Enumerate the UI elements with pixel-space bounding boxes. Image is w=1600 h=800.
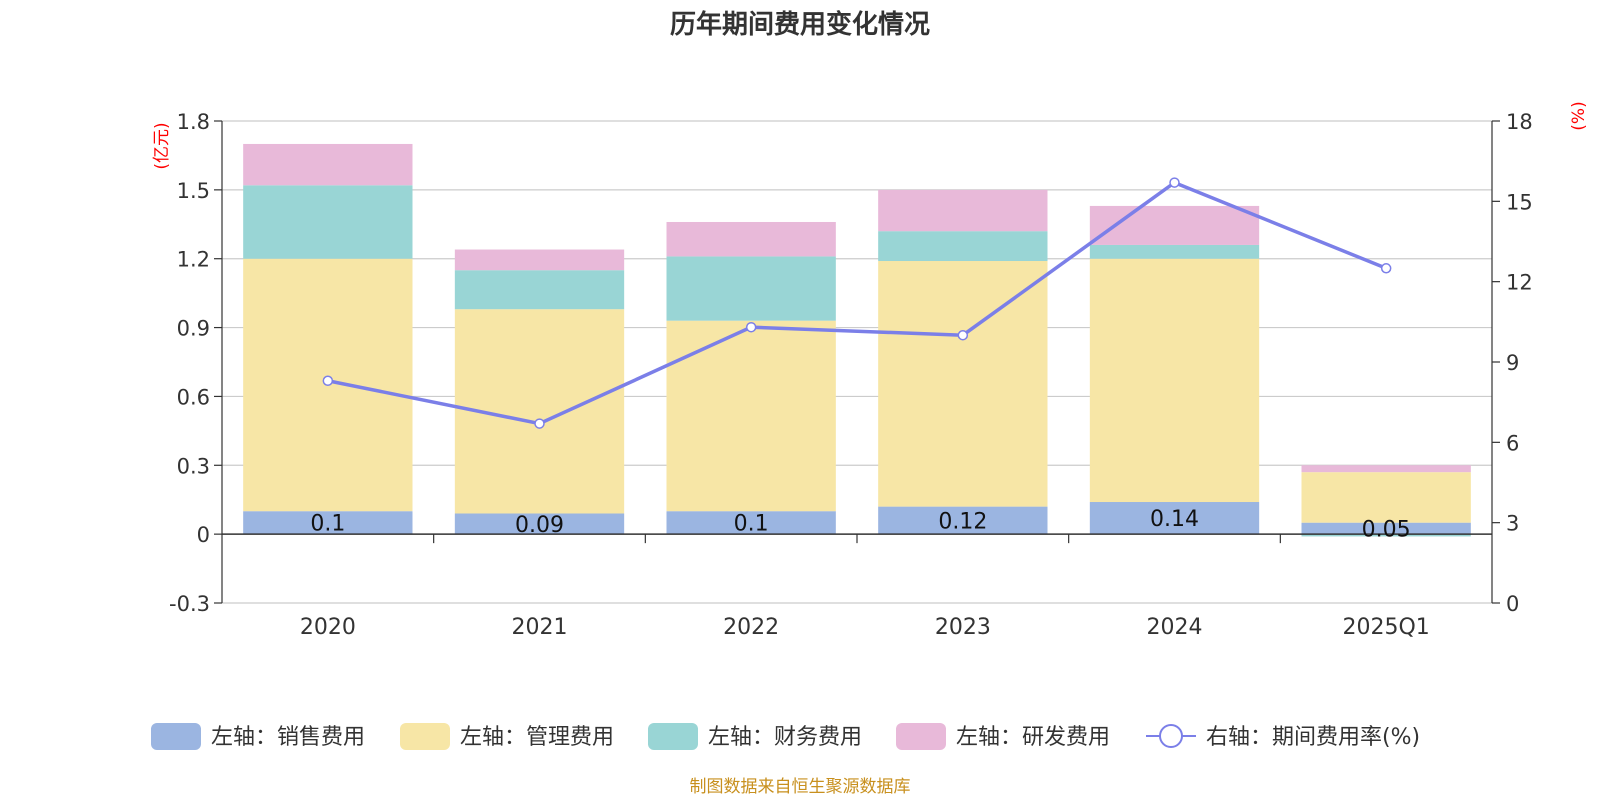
bar-segment <box>243 143 413 186</box>
bar-segment <box>878 506 1048 535</box>
left-axis-unit: (亿元) <box>152 122 172 169</box>
right-axis: 18 15 12 9 6 3 0 <box>1491 110 1533 616</box>
gridlines <box>222 120 1492 604</box>
data-label: 0.1 <box>310 512 345 537</box>
legend-swatch <box>400 723 450 750</box>
data-label: 0.1 <box>734 512 769 537</box>
bar-segment <box>454 249 625 271</box>
bar-segment <box>666 221 836 257</box>
legend-swatch <box>896 723 946 750</box>
right-axis-tick-label: 3 <box>1506 512 1519 536</box>
legend-swatch <box>151 723 201 750</box>
bar-segment <box>1089 258 1260 503</box>
category-label: 2025Q1 <box>1343 615 1430 640</box>
bar-segment <box>1089 244 1260 259</box>
right-axis-tick-label: 0 <box>1506 592 1519 616</box>
data-label: 0.12 <box>938 509 987 534</box>
data-label: 0.05 <box>1362 517 1411 542</box>
legend-label: 右轴：期间费用率(%) <box>1206 725 1420 750</box>
legend-label: 左轴：研发费用 <box>956 725 1110 750</box>
left-axis-tick-label: 0.3 <box>177 454 210 478</box>
right-axis-tick-label: 18 <box>1506 110 1533 134</box>
right-axis-unit: (%) <box>1569 101 1589 130</box>
legend-label: 左轴：销售费用 <box>211 725 365 750</box>
left-axis-tick-label: 1.5 <box>177 179 210 203</box>
bar-segment <box>666 256 836 321</box>
rate-point <box>957 329 969 341</box>
bar-segment <box>243 185 413 259</box>
left-axis-tick-label: 0 <box>197 523 210 547</box>
bar-segment <box>666 511 836 535</box>
chart-title: 历年期间费用变化情况 <box>670 9 930 40</box>
right-axis-tick-label: 6 <box>1506 431 1519 455</box>
source-note: 制图数据来自恒生聚源数据库 <box>690 777 911 797</box>
bar-segment <box>878 261 1048 507</box>
category-label: 2020 <box>300 615 356 640</box>
bar-segment <box>878 189 1048 232</box>
right-axis-tick-label: 12 <box>1506 271 1533 295</box>
category-label: 2021 <box>512 615 568 640</box>
bar-segment <box>1301 522 1471 535</box>
category-label: 2023 <box>935 615 991 640</box>
category-label: 2024 <box>1147 615 1203 640</box>
rate-line <box>322 177 1392 429</box>
x-axis <box>222 533 1492 544</box>
left-axis-tick-label: 1.2 <box>177 248 210 272</box>
left-axis: 1.8 1.5 1.2 0.9 0.6 0.3 0 -0.3 <box>169 110 223 616</box>
left-axis-tick-label: 1.8 <box>177 110 210 134</box>
bar-segment <box>1301 472 1471 523</box>
data-label: 0.09 <box>515 513 564 538</box>
left-axis-tick-label: 0.9 <box>177 317 210 341</box>
rate-point <box>1380 263 1392 274</box>
rate-point <box>1169 177 1180 188</box>
legend-circle-icon <box>1159 724 1183 748</box>
right-axis-tick-label: 15 <box>1506 190 1533 214</box>
category-label: 2022 <box>723 615 779 640</box>
bar-segment <box>243 511 413 535</box>
rate-point <box>322 375 334 386</box>
legend-label: 左轴：管理费用 <box>460 725 614 750</box>
legend-swatch <box>648 723 698 750</box>
bar-segment <box>1301 534 1471 537</box>
rate-point <box>534 418 545 429</box>
legend: 左轴：销售费用 左轴：管理费用 左轴：财务费用 左轴：研发费用 右轴：期间费用率(%) <box>151 723 1420 750</box>
bar-segment <box>454 513 625 535</box>
bar-segment <box>878 231 1048 262</box>
right-axis-tick-label: 9 <box>1506 351 1519 375</box>
bars <box>243 143 1471 537</box>
bar-segment <box>1089 502 1260 535</box>
data-label: 0.14 <box>1150 507 1199 532</box>
data-labels: 0.1 0.09 0.1 0.12 0.14 0.05 <box>310 507 1410 542</box>
rate-point <box>745 321 757 333</box>
bar-segment <box>454 270 625 310</box>
category-labels: 2020 2021 2022 2023 2024 2025Q1 <box>300 615 1430 640</box>
rate-line-path <box>327 180 1387 426</box>
left-axis-tick-label: -0.3 <box>169 592 210 616</box>
bar-segment <box>666 320 836 512</box>
legend-label: 左轴：财务费用 <box>708 725 862 750</box>
bar-segment <box>1301 465 1471 473</box>
left-axis-tick-label: 0.6 <box>177 385 210 409</box>
